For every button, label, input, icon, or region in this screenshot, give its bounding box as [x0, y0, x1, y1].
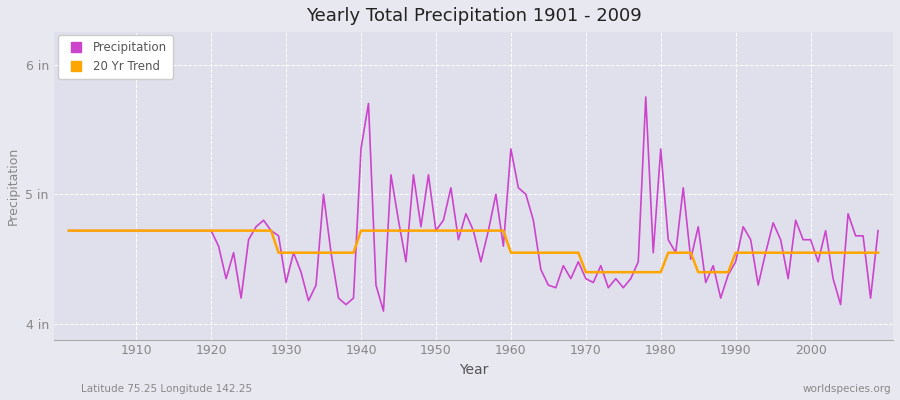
Text: worldspecies.org: worldspecies.org	[803, 384, 891, 394]
Text: Latitude 75.25 Longitude 142.25: Latitude 75.25 Longitude 142.25	[81, 384, 252, 394]
Title: Yearly Total Precipitation 1901 - 2009: Yearly Total Precipitation 1901 - 2009	[305, 7, 642, 25]
Y-axis label: Precipitation: Precipitation	[7, 147, 20, 225]
Legend: Precipitation, 20 Yr Trend: Precipitation, 20 Yr Trend	[58, 35, 174, 79]
X-axis label: Year: Year	[459, 363, 488, 377]
